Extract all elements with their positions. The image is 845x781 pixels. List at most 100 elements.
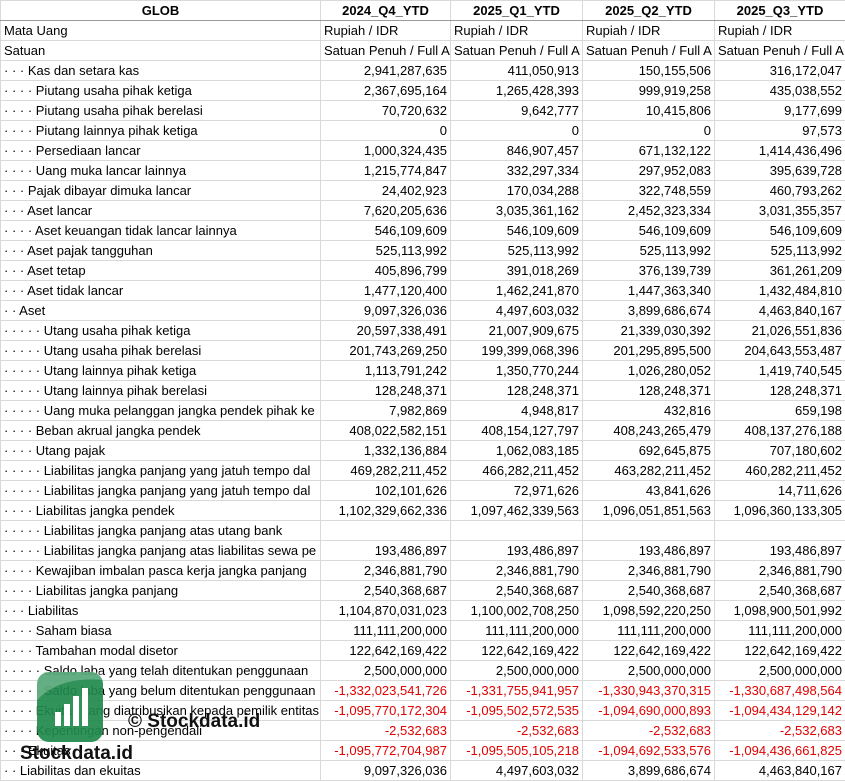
cell: 1,098,592,220,250 (582, 600, 715, 621)
header-cell: 2024_Q4_YTD (320, 0, 451, 21)
row-label: · · · Liabilitas (0, 600, 321, 621)
row-label: · · · Aset pajak tangguhan (0, 240, 321, 261)
row-label: · · · Ekuitas (0, 740, 321, 761)
cell: -1,095,502,572,535 (450, 700, 583, 721)
cell: 9,097,326,036 (320, 300, 451, 321)
cell: 408,154,127,797 (450, 420, 583, 441)
cell: -1,332,023,541,726 (320, 680, 451, 701)
row-label: · · · · Piutang usaha pihak ketiga (0, 80, 321, 101)
cell: Satuan Penuh / Full A (582, 40, 715, 61)
cell: -1,095,772,704,987 (320, 740, 451, 761)
cell: 1,102,329,662,336 (320, 500, 451, 521)
header-cell: 2025_Q3_YTD (714, 0, 845, 21)
header-cell: 2025_Q1_YTD (450, 0, 583, 21)
cell: 204,643,553,487 (714, 340, 845, 361)
cell: 111,111,200,000 (320, 620, 451, 641)
cell: -1,095,770,172,304 (320, 700, 451, 721)
cell: 1,419,740,545 (714, 360, 845, 381)
cell: 432,816 (582, 400, 715, 421)
header-row: GLOB 2024_Q4_YTD 2025_Q1_YTD 2025_Q2_YTD 202… (0, 0, 845, 21)
cell: 460,282,211,452 (714, 460, 845, 481)
cell: 21,007,909,675 (450, 320, 583, 341)
cell: Rupiah / IDR (582, 20, 715, 41)
cell: -1,094,690,000,893 (582, 700, 715, 721)
cell: 4,948,817 (450, 400, 583, 421)
cell: -2,532,683 (582, 720, 715, 741)
cell: 391,018,269 (450, 260, 583, 281)
cell: 2,346,881,790 (714, 560, 845, 581)
cell: 469,282,211,452 (320, 460, 451, 481)
cell: 199,399,068,396 (450, 340, 583, 361)
cell: 128,248,371 (714, 380, 845, 401)
cell: Rupiah / IDR (320, 20, 451, 41)
table-row: · · · · Liabilitas jangka pendek 1,102,32… (0, 500, 845, 521)
cell: 111,111,200,000 (450, 620, 583, 641)
row-label: Satuan (0, 40, 321, 61)
table-row: · · · · · Saldo laba yang belum ditentuk… (0, 680, 845, 701)
cell: 128,248,371 (320, 380, 451, 401)
cell: 1,447,363,340 (582, 280, 715, 301)
cell: 408,243,265,479 (582, 420, 715, 441)
cell: 376,139,739 (582, 260, 715, 281)
cell: 128,248,371 (582, 380, 715, 401)
table-row: · · · · Kewajiban imbalan pasca kerja ja… (0, 560, 845, 581)
cell: 332,297,334 (450, 160, 583, 181)
cell: 1,265,428,393 (450, 80, 583, 101)
header-cell: 2025_Q2_YTD (582, 0, 715, 21)
cell: 2,500,000,000 (714, 660, 845, 681)
cell: 316,172,047 (714, 60, 845, 81)
cell: 128,248,371 (450, 380, 583, 401)
cell: 525,113,992 (450, 240, 583, 261)
table-row: · · · · Ekuitas yang diatribusikan kepad… (0, 700, 845, 721)
cell: 193,486,897 (320, 540, 451, 561)
cell: 0 (582, 120, 715, 141)
cell: 9,177,699 (714, 100, 845, 121)
cell: 1,332,136,884 (320, 440, 451, 461)
row-label: · · · Kas dan setara kas (0, 60, 321, 81)
cell: 525,113,992 (320, 240, 451, 261)
cell: 2,540,368,687 (582, 580, 715, 601)
cell: 111,111,200,000 (714, 620, 845, 641)
cell: 2,346,881,790 (582, 560, 715, 581)
row-label: · · · · · Utang lainnya pihak ketiga (0, 360, 321, 381)
cell: 1,414,436,496 (714, 140, 845, 161)
cell: Satuan Penuh / Full A (450, 40, 583, 61)
cell: 43,841,626 (582, 480, 715, 501)
cell: 9,097,326,036 (320, 760, 451, 781)
cell: 659,198 (714, 400, 845, 421)
cell: 1,000,324,435 (320, 140, 451, 161)
cell: 10,415,806 (582, 100, 715, 121)
cell: 0 (320, 120, 451, 141)
table-row: · · · · Saham biasa 111,111,200,000 111,11… (0, 620, 845, 641)
cell: 2,346,881,790 (450, 560, 583, 581)
cell: 1,096,051,851,563 (582, 500, 715, 521)
cell (714, 520, 845, 541)
row-label: · · · · Liabilitas jangka panjang (0, 580, 321, 601)
cell: 1,215,774,847 (320, 160, 451, 181)
cell: -1,331,755,941,957 (450, 680, 583, 701)
row-label: · · · Aset tetap (0, 260, 321, 281)
table-row: · · · · · Utang lainnya pihak ketiga 1,11… (0, 360, 845, 381)
table-row: · · · · Liabilitas jangka panjang 2,540,3… (0, 580, 845, 601)
cell: 21,026,551,836 (714, 320, 845, 341)
row-label: · · · · · Liabilitas jangka panjang atas… (0, 540, 321, 561)
cell: -1,095,505,105,218 (450, 740, 583, 761)
cell: 999,919,258 (582, 80, 715, 101)
row-label: · · · Aset lancar (0, 200, 321, 221)
cell: 2,346,881,790 (320, 560, 451, 581)
cell: 2,500,000,000 (582, 660, 715, 681)
cell: 193,486,897 (450, 540, 583, 561)
cell: 846,907,457 (450, 140, 583, 161)
cell (582, 520, 715, 541)
cell: 1,096,360,133,305 (714, 500, 845, 521)
row-label: · · · · · Utang usaha pihak berelasi (0, 340, 321, 361)
cell: -1,094,434,129,142 (714, 700, 845, 721)
row-label: · · · · · Liabilitas jangka panjang atas… (0, 520, 321, 541)
cell: 3,899,686,674 (582, 760, 715, 781)
cell: 4,497,603,032 (450, 300, 583, 321)
cell: 361,261,209 (714, 260, 845, 281)
cell: 0 (450, 120, 583, 141)
cell: -1,330,687,498,564 (714, 680, 845, 701)
cell: 2,941,287,635 (320, 60, 451, 81)
table-row: · · · · Tambahan modal disetor 122,642,16… (0, 640, 845, 661)
